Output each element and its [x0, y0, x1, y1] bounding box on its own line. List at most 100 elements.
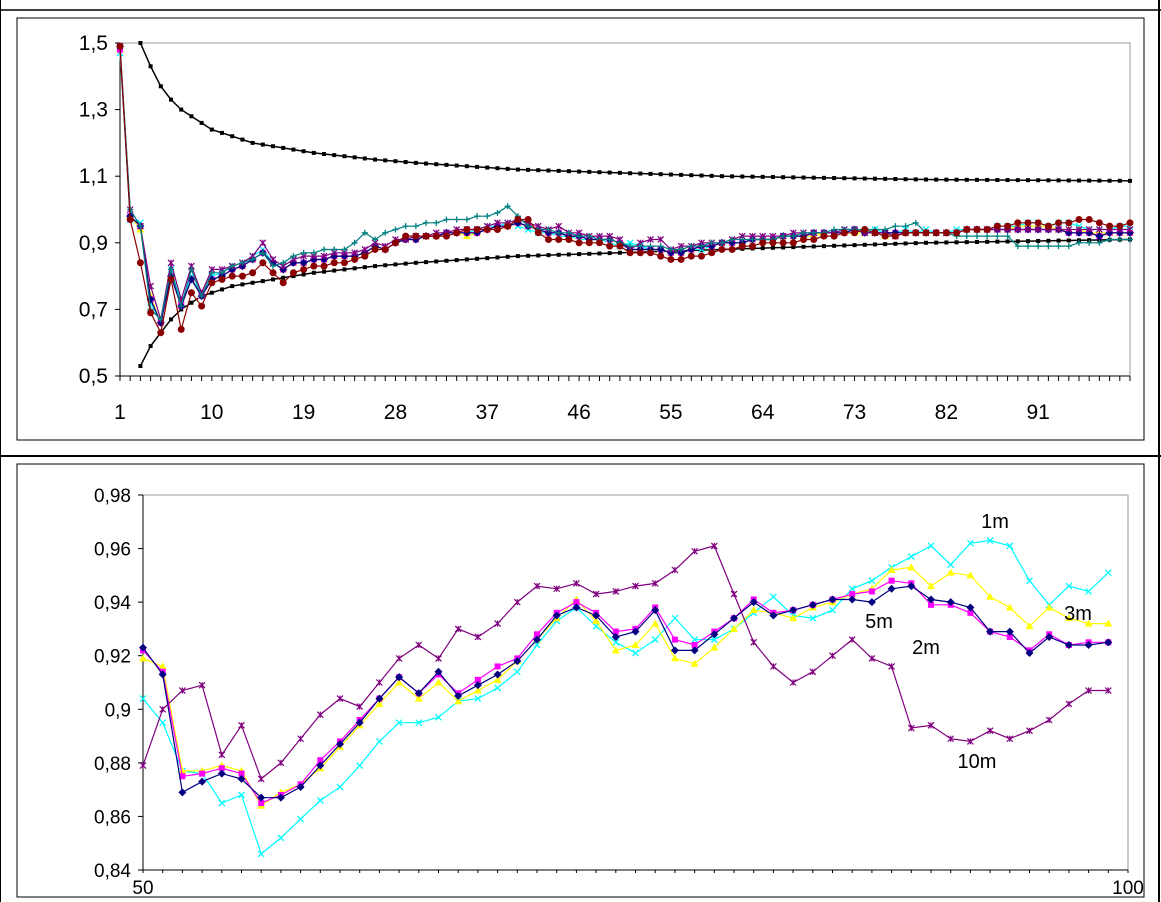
- data-point: [922, 229, 930, 237]
- data-point: [927, 582, 935, 590]
- data-point: [887, 584, 896, 593]
- data-point: [888, 577, 895, 584]
- data-point: [375, 679, 383, 686]
- data-point: [907, 582, 916, 591]
- data-point: [670, 654, 679, 662]
- data-point: [1034, 226, 1042, 233]
- x-tick-label: 73: [843, 401, 866, 424]
- data-point: [513, 598, 521, 606]
- data-point: [270, 263, 277, 270]
- data-point: [525, 223, 532, 230]
- data-point: [973, 225, 981, 233]
- data-point: [739, 236, 746, 243]
- data-point: [533, 635, 541, 644]
- data-point: [651, 619, 660, 627]
- data-point: [636, 249, 644, 257]
- bound-marker-lower: [546, 253, 551, 258]
- data-point: [277, 834, 285, 842]
- data-point: [435, 654, 442, 662]
- data-point: [983, 225, 991, 233]
- data-point: [612, 588, 620, 595]
- data-point: [361, 252, 369, 260]
- data-point: [677, 255, 685, 263]
- data-point: [963, 233, 970, 240]
- data-point: [887, 566, 896, 573]
- bound-marker-upper: [913, 177, 918, 182]
- data-point: [1014, 243, 1021, 250]
- series-10m: [139, 542, 1112, 783]
- data-point: [463, 225, 471, 233]
- data-point: [188, 266, 195, 273]
- bound-marker-upper: [342, 154, 347, 159]
- data-point: [259, 239, 267, 247]
- data-point: [504, 203, 511, 210]
- data-point: [473, 681, 482, 690]
- bound-marker-upper: [577, 169, 582, 174]
- bound-marker-upper: [1107, 178, 1112, 183]
- data-point: [392, 226, 399, 233]
- bound-marker-lower: [770, 245, 775, 250]
- bound-marker-lower: [301, 272, 306, 277]
- data-point: [316, 761, 325, 770]
- data-point: [375, 737, 383, 745]
- data-point: [316, 711, 324, 719]
- bound-marker-lower: [362, 265, 367, 270]
- data-point: [330, 259, 338, 267]
- data-point: [533, 582, 541, 590]
- data-point: [139, 643, 147, 652]
- data-point: [728, 245, 736, 253]
- data-point: [238, 721, 245, 729]
- data-point: [269, 256, 277, 263]
- data-point: [963, 225, 971, 233]
- data-point: [391, 239, 399, 247]
- bound-marker-upper: [373, 157, 378, 162]
- data-point: [769, 239, 777, 247]
- data-point: [1045, 716, 1053, 724]
- bound-marker-lower: [791, 245, 796, 250]
- bound-marker-upper: [138, 41, 143, 45]
- data-point: [157, 329, 165, 337]
- data-point: [779, 239, 787, 247]
- data-point: [474, 676, 481, 683]
- data-point: [829, 606, 836, 614]
- data-point: [907, 563, 916, 571]
- data-point: [749, 242, 757, 250]
- data-point: [1004, 222, 1012, 230]
- bound-marker-lower: [189, 300, 194, 305]
- data-point: [321, 246, 328, 253]
- y-tick-label: 0,7: [79, 298, 108, 321]
- bound-marker-lower: [903, 241, 908, 246]
- y-tick-label: 1,5: [79, 32, 108, 55]
- data-point: [257, 775, 265, 783]
- bound-marker-upper: [1056, 178, 1061, 183]
- data-point: [238, 770, 245, 777]
- data-point: [187, 289, 195, 297]
- data-point: [237, 774, 246, 783]
- data-point: [953, 229, 961, 237]
- data-point: [698, 243, 705, 250]
- data-point: [986, 727, 994, 735]
- bound-marker-lower: [464, 257, 469, 262]
- bound-marker-lower: [342, 267, 347, 272]
- data-point: [1055, 219, 1063, 227]
- data-point: [524, 215, 532, 223]
- data-point: [514, 215, 522, 223]
- bound-marker-upper: [230, 134, 235, 139]
- bound-marker-upper: [1025, 178, 1030, 183]
- data-point: [647, 249, 655, 257]
- data-point: [208, 279, 216, 287]
- data-point: [631, 627, 640, 636]
- bound-marker-upper: [842, 176, 847, 181]
- bound-marker-upper: [393, 159, 398, 164]
- data-point: [289, 269, 297, 277]
- bound-marker-upper: [852, 176, 857, 181]
- data-point: [454, 697, 463, 705]
- data-point: [1126, 226, 1134, 233]
- data-point: [435, 713, 442, 721]
- data-point: [218, 275, 226, 283]
- bound-marker-lower: [842, 243, 847, 248]
- data-point: [555, 229, 562, 236]
- data-point: [336, 783, 344, 791]
- data-point: [882, 226, 889, 233]
- data-point: [730, 590, 738, 598]
